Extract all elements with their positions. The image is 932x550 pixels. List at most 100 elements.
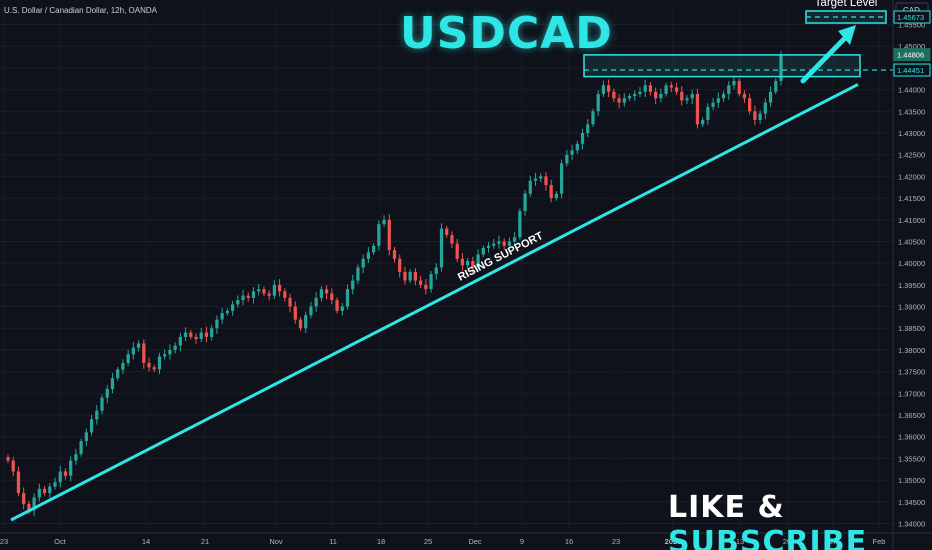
candle-body xyxy=(659,93,663,99)
candle-body xyxy=(429,274,433,290)
candle-body xyxy=(711,102,715,107)
candle-body xyxy=(241,295,245,301)
candle-body xyxy=(168,349,172,355)
chart-title: USDCAD xyxy=(400,8,613,59)
candle-body xyxy=(53,482,57,487)
candle-body xyxy=(220,313,224,320)
candle-body xyxy=(486,245,491,248)
candle-body xyxy=(330,293,334,301)
candle-body xyxy=(178,336,182,346)
candle-body xyxy=(257,289,261,292)
candle-body xyxy=(502,241,506,246)
x-tick-label: 20 xyxy=(783,537,791,546)
candle-body xyxy=(753,111,757,120)
candle-body xyxy=(199,332,203,340)
candle-body xyxy=(283,291,287,298)
y-tick-label: 1.44000 xyxy=(898,86,925,95)
candle-body xyxy=(742,93,747,99)
symbol-header: U.S. Dollar / Canadian Dollar, 12h, OAND… xyxy=(4,6,157,15)
candle-body xyxy=(398,258,402,272)
x-tick-label: 16 xyxy=(565,537,573,546)
candle-body xyxy=(768,91,773,103)
price-label-box xyxy=(893,10,931,24)
candle-body xyxy=(356,267,360,281)
candle-body xyxy=(450,234,454,244)
candle-body xyxy=(617,98,621,103)
candle-body xyxy=(497,241,501,244)
candle-body xyxy=(779,54,783,81)
candle-body xyxy=(183,332,188,337)
candle-body xyxy=(528,180,532,194)
candle-body xyxy=(716,98,720,103)
y-tick-label: 1.45000 xyxy=(898,42,925,51)
candle-body xyxy=(544,176,548,186)
candle-body xyxy=(523,193,527,212)
candle-body xyxy=(460,258,465,266)
x-axis: 23 Oct 14 21 Nov 11 18 25 Dec 9 16 23 2025 13 20 27 Feb xyxy=(0,532,932,546)
candles xyxy=(6,50,783,517)
candle-body xyxy=(471,260,475,268)
candle-body xyxy=(189,332,193,337)
candle-body xyxy=(163,354,167,357)
candle-body xyxy=(194,336,198,340)
candle-body xyxy=(215,319,219,329)
x-tick-label: 18 xyxy=(377,537,385,546)
x-tick-label: 25 xyxy=(424,537,432,546)
candle-body xyxy=(403,271,407,281)
x-tick-label: 23 xyxy=(612,537,620,546)
candle-body xyxy=(413,271,418,281)
candle-body xyxy=(633,93,637,97)
candle-body xyxy=(774,80,778,92)
rising-support-line xyxy=(10,83,859,522)
candle-body xyxy=(314,297,318,307)
candle-body xyxy=(643,85,647,92)
candle-body xyxy=(549,185,553,199)
x-tick-label: 21 xyxy=(201,537,209,546)
candle-body xyxy=(142,343,146,363)
candle-body xyxy=(32,497,36,511)
like-label: LIKE & xyxy=(668,490,785,525)
price-label-text: 1.45673 xyxy=(897,13,924,22)
currency-label: CAD xyxy=(903,6,920,15)
candle-body xyxy=(319,289,323,298)
y-tick-label: 1.38000 xyxy=(898,346,925,355)
candle-body xyxy=(351,280,355,290)
y-tick-label: 1.40000 xyxy=(898,259,925,268)
candle-body xyxy=(445,228,449,235)
candle-body xyxy=(58,471,62,483)
candle-body xyxy=(607,85,611,92)
candle-body xyxy=(345,289,350,307)
candle-body xyxy=(230,304,235,311)
resistance-zone xyxy=(583,54,861,78)
candle-body xyxy=(110,378,115,389)
candle-body xyxy=(737,80,741,94)
y-tick-label: 1.41500 xyxy=(898,194,925,203)
like-subscribe-banner: LIKE & SUBSCRIBE xyxy=(668,490,932,550)
candle-body xyxy=(105,388,109,398)
candle-body xyxy=(100,397,104,411)
y-tick-label: 1.41000 xyxy=(898,216,925,225)
candle-body xyxy=(507,241,512,246)
y-tick-label: 1.42000 xyxy=(898,172,925,181)
candle-body xyxy=(539,176,543,179)
candle-body xyxy=(136,343,141,348)
candle-body xyxy=(69,460,73,476)
candle-body xyxy=(116,369,120,379)
candle-body xyxy=(288,297,292,307)
candle-body xyxy=(298,319,303,329)
candle-body xyxy=(382,219,386,225)
candle-body xyxy=(157,356,162,370)
candle-body xyxy=(612,91,616,99)
y-tick-label: 1.45500 xyxy=(898,21,925,30)
subscribe-label: SUBSCRIBE xyxy=(668,525,868,550)
candle-body xyxy=(63,471,68,476)
price-label-text: 1.44806 xyxy=(897,51,924,60)
candle-body xyxy=(648,85,653,92)
candle-body xyxy=(366,252,371,259)
y-tick-label: 1.40500 xyxy=(898,237,925,246)
candle-body xyxy=(476,254,480,268)
y-tick-label: 1.43500 xyxy=(898,107,925,116)
candle-body xyxy=(591,111,595,125)
x-tick-label: Dec xyxy=(468,537,482,546)
